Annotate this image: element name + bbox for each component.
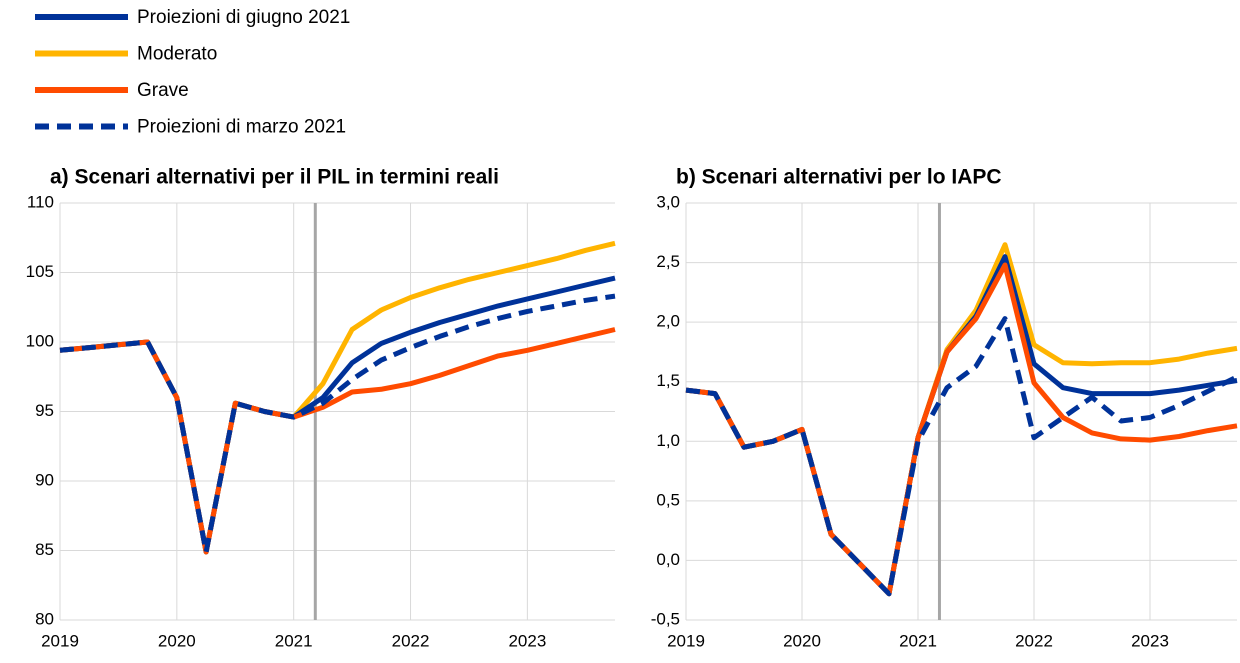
x-tick-label: 2023	[508, 631, 546, 650]
y-tick-label: 3,0	[656, 192, 680, 211]
y-tick-label: 110	[27, 192, 54, 211]
legend-label: Proiezioni di giugno 2021	[137, 7, 350, 28]
series-line	[685, 242, 1238, 597]
x-tick-label: 2020	[783, 631, 821, 650]
series-line	[59, 275, 616, 555]
x-tick-label: 2022	[392, 631, 430, 650]
y-tick-label: 90	[35, 470, 54, 489]
y-tick-label: 1,5	[656, 371, 680, 390]
y-tick-label: -0,5	[651, 609, 680, 628]
y-tick-label: 1,0	[656, 431, 680, 450]
series-line	[685, 262, 1238, 597]
x-tick-label: 2019	[41, 631, 79, 650]
y-tick-label: 2,0	[656, 312, 680, 331]
x-tick-label: 2021	[275, 631, 313, 650]
legend-label: Proiezioni di marzo 2021	[137, 117, 346, 138]
legend-label: Grave	[137, 80, 189, 101]
x-tick-label: 2020	[158, 631, 196, 650]
y-tick-label: 0,0	[656, 550, 680, 569]
x-tick-label: 2022	[1015, 631, 1053, 650]
series-line	[685, 254, 1238, 597]
y-tick-label: 2,5	[656, 252, 680, 271]
y-tick-label: 85	[35, 540, 54, 559]
x-tick-label: 2023	[1131, 631, 1169, 650]
series-line	[59, 293, 616, 555]
series-line	[59, 327, 616, 555]
y-tick-label: 80	[35, 609, 54, 628]
y-tick-label: 95	[35, 401, 54, 420]
y-tick-label: 100	[26, 331, 54, 350]
chart-title: a) Scenari alternativi per il PIL in ter…	[50, 166, 499, 189]
y-tick-label: 105	[26, 262, 54, 281]
x-tick-label: 2019	[667, 631, 705, 650]
y-tick-label: 0,5	[656, 490, 680, 509]
chart-title: b) Scenari alternativi per lo IAPC	[676, 166, 1002, 189]
series-line	[685, 316, 1239, 597]
x-tick-label: 2021	[899, 631, 937, 650]
legend-label: Moderato	[137, 44, 217, 65]
